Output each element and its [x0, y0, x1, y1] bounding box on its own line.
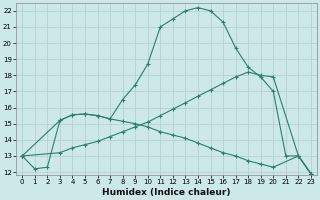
X-axis label: Humidex (Indice chaleur): Humidex (Indice chaleur): [102, 188, 231, 197]
